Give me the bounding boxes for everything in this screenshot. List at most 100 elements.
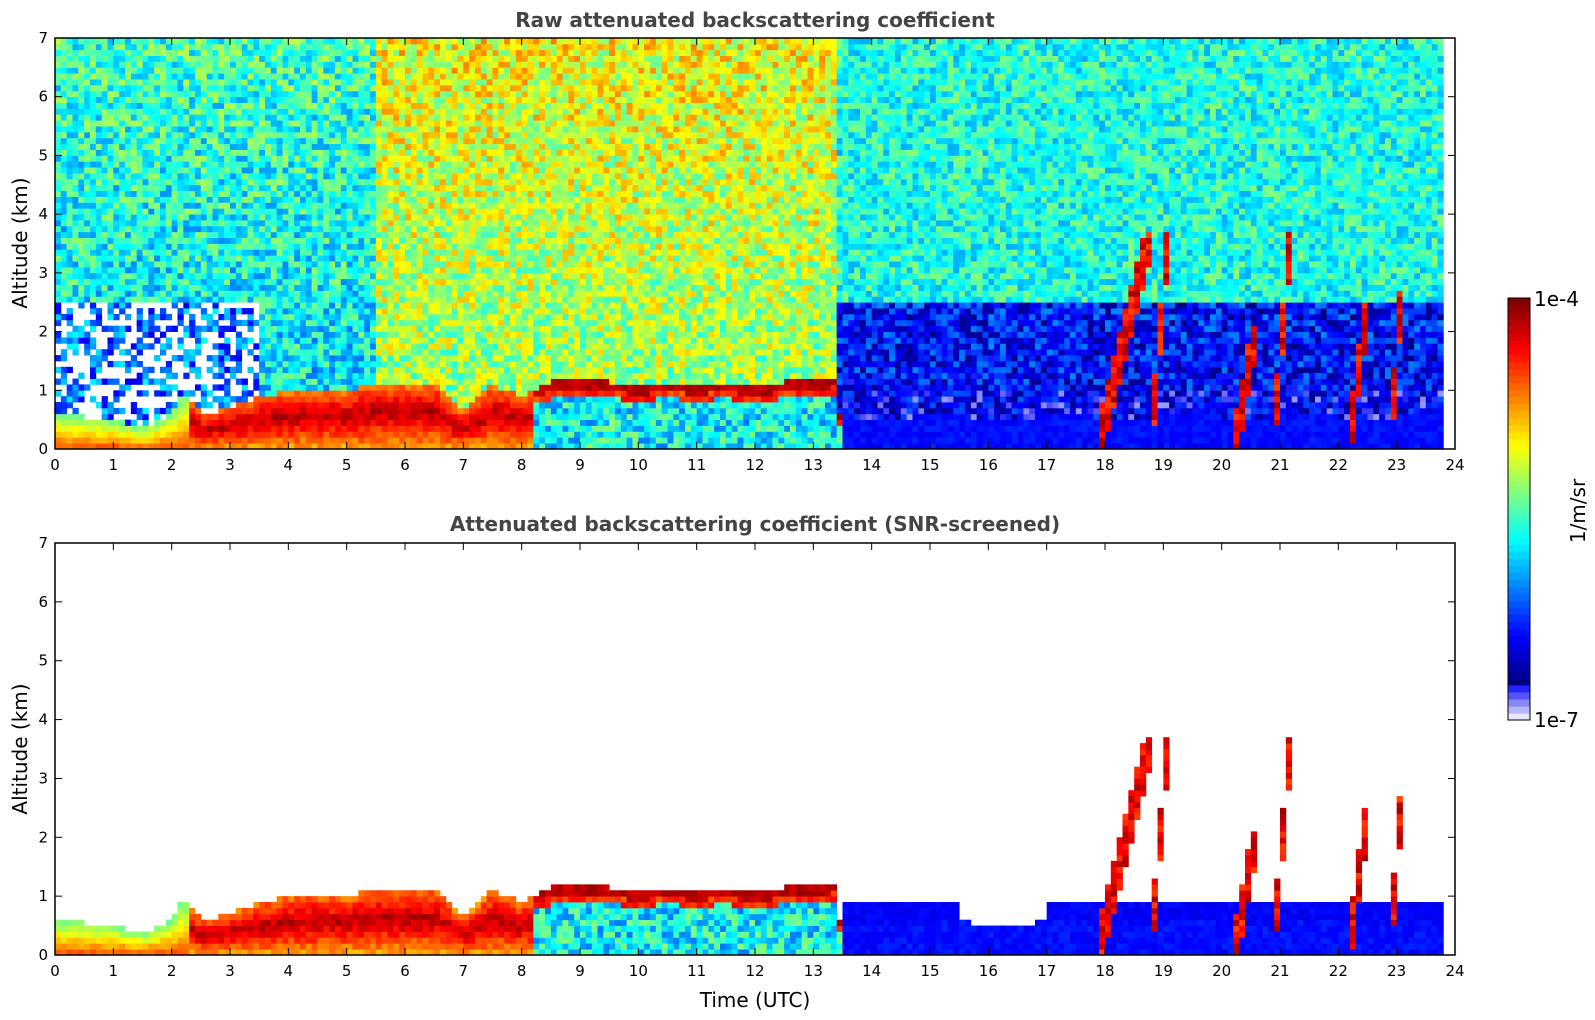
heatmap-cell	[323, 331, 330, 338]
heatmap-cell	[66, 137, 73, 145]
heatmap-cell	[358, 290, 365, 297]
heatmap-cell	[241, 143, 248, 150]
heatmap-cell	[119, 237, 126, 244]
heatmap-cell	[165, 67, 173, 74]
heatmap-cell	[282, 402, 289, 409]
heatmap-cell	[253, 102, 260, 109]
heatmap-cell	[177, 143, 184, 150]
heatmap-cell	[492, 55, 499, 62]
heatmap-cell	[352, 366, 359, 374]
heatmap-cell	[381, 284, 388, 291]
heatmap-cell	[148, 261, 155, 268]
heatmap-cell	[165, 413, 173, 421]
heatmap-cell	[469, 261, 476, 268]
heatmap-cell	[241, 237, 248, 244]
heatmap-cell	[84, 161, 91, 168]
heatmap-cell	[457, 366, 464, 374]
heatmap-cell	[270, 208, 278, 215]
heatmap-cell	[370, 43, 377, 51]
heatmap-cell	[84, 220, 91, 227]
heatmap-cell	[422, 137, 429, 145]
heatmap-cell	[142, 249, 149, 256]
heatmap-cell	[125, 272, 132, 280]
heatmap-cell	[230, 214, 237, 221]
heatmap-cell	[90, 178, 97, 186]
heatmap-cell	[66, 319, 73, 327]
heatmap-cell	[72, 237, 79, 244]
heatmap-cell	[177, 196, 184, 203]
heatmap-cell	[358, 61, 365, 68]
heatmap-cell	[218, 220, 225, 227]
heatmap-cell	[335, 102, 342, 109]
heatmap-cell	[101, 407, 108, 415]
heatmap-cell	[393, 184, 400, 192]
heatmap-cell	[393, 261, 400, 268]
heatmap-cell	[265, 90, 272, 98]
heatmap-cell	[78, 79, 85, 86]
heatmap-cell	[107, 349, 114, 356]
heatmap-cell	[224, 67, 231, 74]
heatmap-cell	[160, 261, 167, 268]
heatmap-cell	[288, 360, 295, 368]
heatmap-cell	[375, 126, 383, 133]
heatmap-cell	[136, 343, 143, 350]
heatmap-cell	[200, 443, 208, 449]
heatmap-cell	[142, 61, 149, 68]
heatmap-cell	[84, 196, 91, 203]
heatmap-cell	[282, 343, 289, 350]
heatmap-cell	[410, 402, 418, 409]
heatmap-cell	[492, 284, 499, 291]
heatmap-cell	[492, 184, 499, 192]
heatmap-cell	[177, 296, 184, 303]
heatmap-cell	[84, 284, 91, 291]
heatmap-cell	[440, 90, 447, 98]
heatmap-cell	[457, 425, 464, 432]
heatmap-cell	[288, 261, 295, 268]
heatmap-cell	[440, 284, 447, 291]
heatmap-cell	[416, 366, 423, 374]
heatmap-cell	[469, 366, 476, 374]
heatmap-cell	[78, 167, 85, 174]
heatmap-cell	[241, 413, 248, 421]
heatmap-cell	[375, 284, 383, 291]
heatmap-cell	[428, 84, 435, 92]
heatmap-cell	[469, 355, 476, 362]
heatmap-cell	[247, 313, 254, 321]
heatmap-cell	[206, 278, 213, 285]
heatmap-cell	[440, 120, 447, 127]
heatmap-cell	[136, 196, 143, 203]
heatmap-cell	[177, 126, 184, 133]
heatmap-cell	[154, 67, 161, 74]
heatmap-cell	[55, 319, 62, 327]
heatmap-cell	[148, 108, 155, 115]
heatmap-cell	[230, 155, 237, 162]
heatmap-cell	[486, 38, 493, 45]
heatmap-cell	[381, 431, 388, 438]
heatmap-cell	[317, 79, 324, 86]
heatmap-cell	[358, 220, 365, 227]
heatmap-cell	[434, 290, 441, 297]
heatmap-cell	[101, 55, 108, 62]
heatmap-cell	[358, 437, 365, 444]
heatmap-cell	[375, 96, 383, 103]
heatmap-cell	[428, 149, 435, 156]
heatmap-cell	[329, 360, 336, 368]
heatmap-cell	[475, 290, 482, 297]
heatmap-cell	[352, 184, 359, 192]
heatmap-cell	[206, 225, 213, 233]
heatmap-cell	[84, 243, 91, 250]
heatmap-cell	[177, 437, 184, 444]
heatmap-cell	[107, 402, 114, 409]
heatmap-cell	[422, 302, 429, 309]
heatmap-cell	[416, 202, 423, 209]
heatmap-cell	[475, 249, 482, 256]
heatmap-cell	[189, 43, 196, 51]
heatmap-cell	[84, 296, 91, 303]
heatmap-cell	[101, 108, 108, 115]
heatmap-cell	[300, 319, 307, 327]
heatmap-cell	[340, 308, 348, 315]
heatmap-cell	[329, 126, 336, 133]
heatmap-cell	[282, 302, 289, 309]
heatmap-cell	[270, 131, 278, 139]
heatmap-cell	[410, 143, 418, 150]
